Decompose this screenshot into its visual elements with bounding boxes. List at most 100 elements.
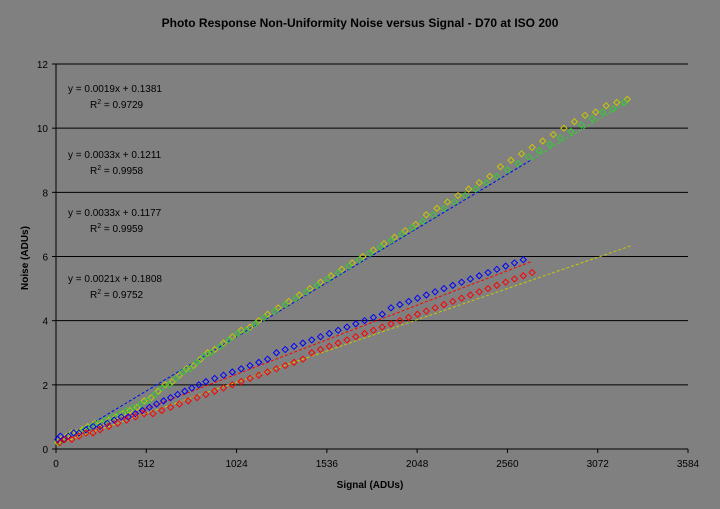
data-point — [210, 374, 219, 383]
data-point — [281, 300, 289, 309]
data-point — [69, 429, 78, 437]
data-point — [117, 413, 125, 421]
data-point — [110, 416, 118, 424]
data-point — [577, 121, 586, 129]
data-point — [369, 246, 378, 254]
data-point — [188, 384, 196, 392]
x-tick-label-6: 3072 — [587, 459, 610, 470]
data-point — [115, 410, 124, 418]
data-point — [556, 134, 565, 142]
data-point — [422, 291, 431, 299]
data-point — [237, 326, 245, 334]
data-point — [433, 204, 441, 213]
data-point — [202, 390, 210, 399]
data-point — [387, 304, 395, 312]
data-point — [89, 429, 97, 437]
data-point — [299, 339, 307, 347]
data-point — [299, 355, 307, 363]
data-point — [429, 211, 438, 219]
axes: 0 2 4 6 8 10 12 0 512 1024 1536 2048 2560 3072 3584 — [37, 60, 700, 470]
y-axis-label: Noise (ADUs) — [20, 226, 31, 290]
data-point — [345, 262, 353, 270]
data-point — [151, 390, 159, 399]
data-point — [143, 397, 152, 405]
data-point — [82, 426, 90, 434]
data-point — [327, 272, 335, 280]
data-point — [360, 329, 369, 338]
data-point — [237, 377, 245, 386]
y-tick-label-5: 10 — [37, 124, 49, 135]
data-point — [352, 333, 360, 341]
data-point — [588, 114, 596, 123]
data-point — [61, 435, 69, 444]
data-point — [387, 320, 395, 328]
data-point — [380, 239, 388, 248]
data-point — [263, 368, 272, 376]
data-point — [493, 265, 501, 274]
data-point — [390, 233, 399, 241]
data-point — [457, 294, 466, 302]
data-point — [466, 275, 475, 283]
data-point — [355, 256, 364, 264]
data-point — [359, 252, 367, 261]
data-point — [404, 313, 413, 322]
data-point — [440, 284, 448, 293]
data-point — [412, 220, 420, 229]
data-point — [560, 124, 568, 132]
data-point — [334, 268, 342, 277]
data-point — [449, 297, 457, 306]
data-points — [54, 95, 632, 447]
data-point — [60, 435, 68, 444]
data-point — [122, 406, 131, 415]
x-tick-label-0: 0 — [53, 459, 59, 470]
data-point — [431, 288, 439, 296]
data-point — [101, 416, 110, 424]
data-point — [200, 352, 208, 360]
data-point — [440, 300, 448, 309]
data-point — [136, 400, 145, 408]
trendline-equation-0: y = 0.0019x + 0.1381 — [68, 84, 162, 95]
data-point — [369, 313, 378, 322]
data-point — [75, 429, 83, 437]
data-point — [295, 291, 304, 299]
data-point — [401, 227, 409, 235]
data-point — [158, 406, 166, 415]
data-point — [159, 397, 168, 405]
data-point — [285, 297, 293, 306]
data-point — [165, 381, 173, 389]
data-point — [334, 339, 342, 347]
data-point — [292, 294, 300, 302]
data-point — [408, 223, 416, 232]
data-point — [440, 204, 448, 213]
data-point — [168, 377, 177, 386]
data-point — [272, 349, 281, 357]
data-point — [207, 349, 215, 357]
r-squared-label-0: R2 = 0.9729 — [90, 99, 144, 111]
data-point — [179, 368, 187, 376]
data-point — [570, 118, 579, 126]
data-point — [80, 426, 88, 434]
data-point — [413, 294, 422, 302]
data-point — [140, 410, 148, 418]
data-point — [517, 150, 526, 158]
data-point — [450, 198, 459, 206]
data-point — [387, 236, 395, 245]
y-tick-label-1: 2 — [42, 381, 48, 392]
data-point — [103, 419, 111, 428]
data-point — [302, 288, 311, 296]
data-point — [186, 365, 194, 373]
data-point — [114, 419, 122, 428]
data-point — [352, 320, 360, 328]
data-point — [549, 130, 557, 139]
data-point — [270, 307, 279, 315]
y-tick-label-3: 6 — [42, 253, 48, 264]
data-point — [131, 413, 140, 421]
data-point — [306, 284, 314, 293]
r-squared-label-2: R2 = 0.9959 — [90, 223, 144, 235]
data-point — [404, 297, 413, 306]
data-point — [255, 371, 263, 379]
data-point — [360, 316, 369, 325]
data-point — [184, 397, 192, 405]
data-point — [68, 435, 76, 444]
